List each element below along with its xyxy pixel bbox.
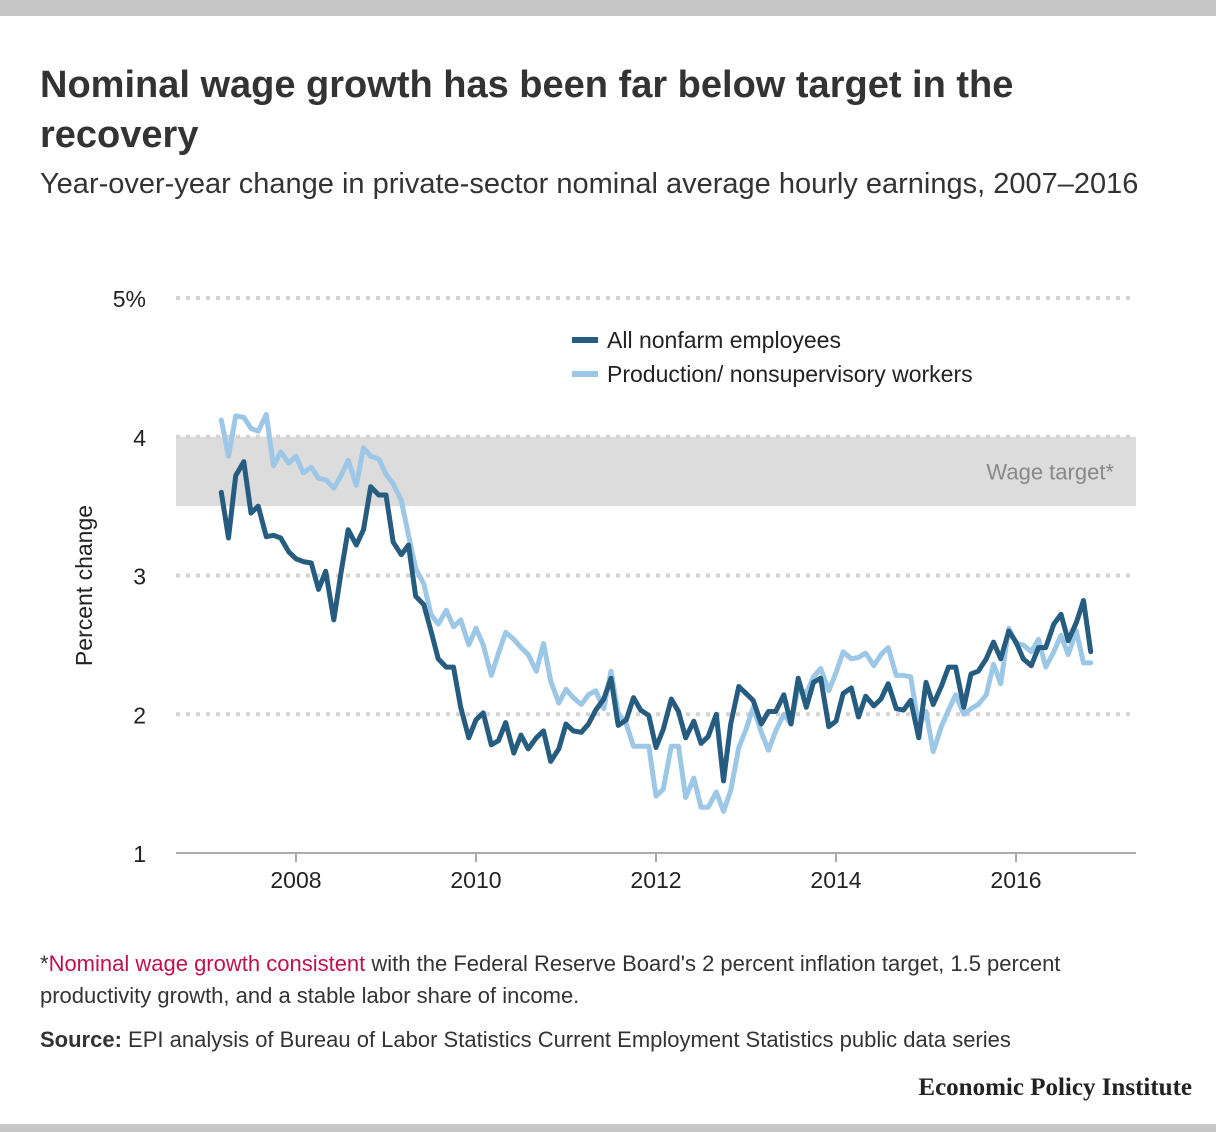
- y-tick-label-2: 2: [133, 702, 146, 728]
- series-line-0: [218, 459, 1094, 784]
- line-chart: Wage target* 1 2 3 4 5% 2008 2010 2012 2014 2016 P…: [71, 286, 1136, 893]
- y-tick-label-3: 3: [133, 564, 146, 590]
- footnote-asterisk: *: [40, 951, 49, 976]
- chart-subtitle: Year-over-year change in private-sector …: [40, 168, 1139, 200]
- axes: 1 2 3 4 5% 2008 2010 2012 2014 2016 Percent change: [71, 286, 1136, 893]
- legend-label-0: All nonfarm employees: [607, 327, 841, 353]
- x-tick-label-2008: 2008: [270, 867, 321, 893]
- x-tick-label-2014: 2014: [810, 867, 861, 893]
- gridlines: [176, 296, 1136, 717]
- footnote: *Nominal wage growth consistent with the…: [40, 948, 1170, 1012]
- y-tick-label-5: 5%: [113, 286, 146, 312]
- bottom-border: [0, 1124, 1216, 1132]
- legend: All nonfarm employees Production/ nonsupe…: [572, 327, 973, 387]
- y-tick-label-4: 4: [133, 425, 146, 451]
- legend-label-1: Production/ nonsupervisory workers: [607, 361, 973, 387]
- series-line-1: [218, 412, 1094, 814]
- footnote-link[interactable]: Nominal wage growth consistent: [48, 951, 366, 976]
- chart-title: Nominal wage growth has been far below t…: [40, 64, 1014, 156]
- wage-target-band: Wage target*: [176, 436, 1136, 507]
- x-tick-label-2016: 2016: [990, 867, 1041, 893]
- footnote-text: with the Federal Reserve Board's 2 perce…: [40, 951, 1061, 1008]
- x-tick-label-2012: 2012: [630, 867, 681, 893]
- top-border: [0, 0, 1216, 16]
- y-tick-label-1: 1: [133, 841, 146, 867]
- source-note: Source: EPI analysis of Bureau of Labor …: [40, 1024, 1200, 1056]
- y-axis-label: Percent change: [71, 505, 97, 666]
- x-tick-label-2010: 2010: [450, 867, 501, 893]
- brand-logo: Economic Policy Institute: [918, 1074, 1192, 1101]
- series-lines: [218, 412, 1094, 814]
- source-label: Source:: [40, 1027, 122, 1052]
- wage-target-label: Wage target*: [986, 459, 1114, 484]
- source-text: EPI analysis of Bureau of Labor Statisti…: [121, 1027, 1011, 1052]
- wage-target-band-rect: [176, 436, 1136, 507]
